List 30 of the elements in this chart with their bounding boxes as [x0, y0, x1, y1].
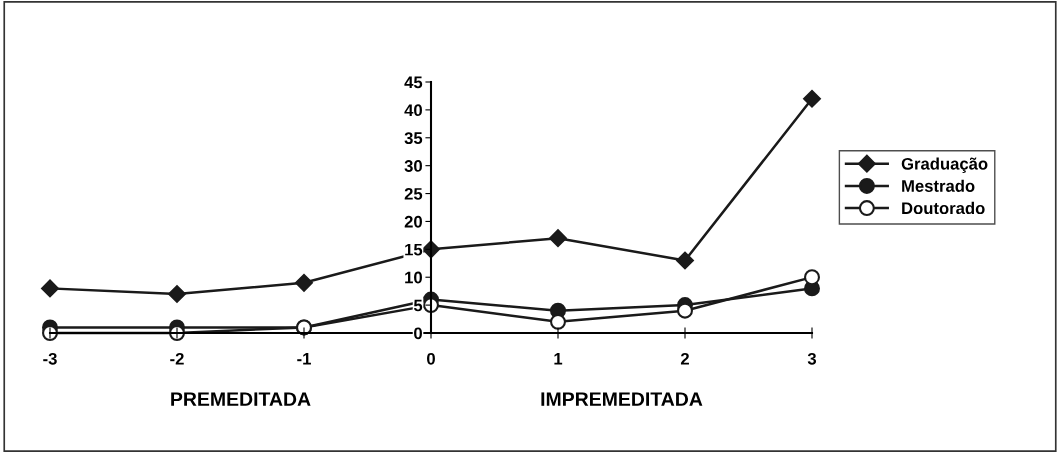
- x-tick-label: 1: [554, 353, 563, 365]
- point: [549, 229, 567, 248]
- y-tick-label: 25: [404, 187, 423, 200]
- x-tick-label: -2: [170, 352, 184, 365]
- y-tick-label: 5: [413, 299, 423, 312]
- x-tick-label: 2: [680, 352, 689, 365]
- y-tick-label: 20: [404, 215, 422, 228]
- x-tick-label: 3: [807, 352, 817, 365]
- y-tick-label: 40: [404, 104, 422, 117]
- point: [803, 89, 821, 108]
- y-tick-label: 30: [404, 160, 422, 172]
- text: PREMEDITADA: [171, 392, 311, 406]
- y-tick-label: 15: [405, 243, 423, 256]
- x-tick-label: -1: [297, 353, 311, 365]
- x-tick-label: -3: [43, 352, 57, 365]
- x-tick-label: 0: [427, 352, 435, 365]
- legend-label: Mestrado: [902, 179, 975, 192]
- text: IMPREMEDITADA: [541, 392, 703, 406]
- y-tick-label: 45: [404, 76, 423, 89]
- legend-label: Doutorado: [902, 201, 985, 215]
- legend-label: Graduação: [901, 157, 988, 173]
- point: [676, 251, 694, 270]
- y-tick-label: 0: [414, 327, 422, 340]
- y-tick-label: 10: [405, 271, 422, 284]
- point: [168, 285, 186, 303]
- point: [41, 279, 59, 298]
- point: [677, 302, 693, 319]
- y-tick-label: 35: [404, 132, 423, 144]
- point: [295, 273, 313, 292]
- point: [804, 269, 820, 286]
